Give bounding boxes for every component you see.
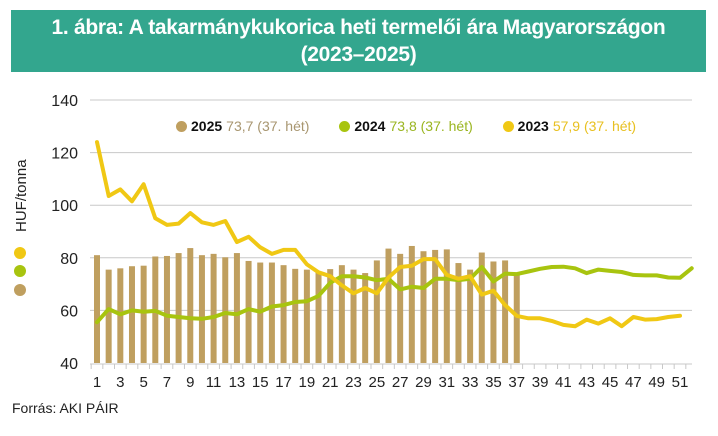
bar-2025: [233, 253, 240, 363]
legend-item-2025: 2025 73,7 (37. hét): [176, 118, 309, 134]
legend-year: 2024: [354, 118, 386, 134]
bar-2025: [163, 255, 170, 363]
x-tick-label: 23: [345, 374, 362, 391]
chart-title-line1: 1. ábra: A takarmánykukorica heti termel…: [51, 16, 666, 39]
bar-2025: [350, 269, 357, 363]
chart-legend: 2025 73,7 (37. hét) 2024 73,8 (37. hét) 20…: [176, 118, 662, 134]
bar-2025: [245, 260, 252, 363]
bar-2025: [128, 266, 135, 363]
bar-2025: [140, 265, 147, 363]
bar-2025: [198, 255, 205, 363]
x-tick-label: 21: [322, 374, 339, 391]
y-tick-label: 40: [60, 356, 78, 373]
x-tick-label: 39: [532, 374, 549, 391]
bar-2025: [362, 273, 369, 363]
x-tick-label: 11: [206, 374, 222, 391]
bar-2025: [327, 269, 334, 363]
legend-year: 2023: [517, 118, 549, 134]
x-tick-label: 51: [672, 374, 689, 391]
bar-2025: [513, 274, 520, 363]
y-axis-label: HUF/tonna: [13, 159, 30, 232]
legend-item-2024: 2024 73,8 (37. hét): [339, 118, 473, 134]
bar-2025: [420, 251, 427, 363]
x-tick-label: 5: [139, 374, 147, 391]
x-tick-label: 25: [368, 374, 385, 391]
bar-2025: [268, 262, 275, 363]
bar-2025: [467, 269, 474, 363]
legend-value: 73,7 (37. hét): [226, 118, 310, 134]
x-tick-label: 35: [485, 374, 502, 391]
line-2024: [95, 264, 694, 325]
legend-dot-2024-icon: [339, 121, 351, 132]
legend-value: 57,9 (37. hét): [552, 118, 637, 134]
x-tick-label: 15: [252, 374, 269, 391]
bar-2025: [303, 269, 310, 363]
bar-2025: [502, 260, 509, 363]
bar-2025: [292, 268, 299, 363]
bar-2025: [397, 253, 404, 363]
x-tick-label: 27: [392, 374, 409, 391]
legend-dot-2025-icon: [176, 121, 187, 132]
bar-2025: [443, 249, 450, 363]
bar-2025: [210, 253, 217, 363]
bar-2025: [478, 252, 485, 363]
bar-2025: [187, 248, 194, 363]
x-tick-label: 1: [93, 374, 101, 391]
legend-item-2023: 2023 57,9 (37. hét): [502, 118, 637, 134]
y-tick-label: 80: [60, 251, 78, 268]
x-tick-label: 41: [555, 374, 572, 391]
bar-2025: [105, 269, 112, 363]
bar-2025: [280, 265, 287, 363]
line-2023: [95, 140, 682, 329]
x-tick-label: 29: [415, 374, 432, 391]
legend-dot-2023-icon: [502, 121, 514, 132]
x-tick-label: 9: [186, 374, 194, 391]
x-tick-label: 43: [578, 374, 595, 391]
bar-2025: [490, 261, 497, 363]
x-tick-label: 19: [299, 374, 316, 391]
bar-2025: [385, 248, 392, 363]
bar-2025: [432, 249, 439, 363]
x-tick-label: 31: [438, 374, 455, 391]
y-label-dot-2023-icon: [14, 247, 26, 259]
chart-title-line2: (2023–2025): [300, 43, 417, 66]
x-tick-label: 33: [462, 374, 479, 391]
bar-2025: [338, 265, 345, 363]
bar-2025: [175, 253, 182, 363]
chart-title-band: 1. ábra: A takarmánykukorica heti termel…: [11, 10, 706, 72]
source-note: Forrás: AKI PÁIR: [12, 400, 119, 416]
bar-2025: [315, 272, 322, 363]
y-axis-label-group: HUF/tonna: [13, 159, 30, 232]
x-tick-label: 49: [648, 374, 665, 391]
y-label-dot-2025-icon: [14, 284, 26, 296]
y-label-dot-2024-icon: [14, 265, 26, 277]
x-tick-label: 45: [602, 374, 619, 391]
bar-2025: [222, 257, 229, 363]
y-tick-label: 120: [51, 146, 78, 163]
x-tick-label: 37: [508, 374, 525, 391]
y-tick-label: 100: [51, 198, 78, 215]
bar-2025: [94, 255, 100, 363]
legend-year: 2025: [191, 118, 223, 134]
bar-2025: [455, 263, 462, 363]
x-tick-label: 13: [229, 374, 246, 391]
x-tick-label: 47: [625, 374, 642, 391]
x-tick-label: 7: [163, 374, 171, 391]
y-tick-label: 60: [60, 303, 78, 320]
bar-2025: [373, 260, 380, 363]
bar-2025: [408, 245, 415, 363]
x-tick-label: 3: [116, 374, 124, 391]
y-tick-label: 140: [51, 93, 78, 110]
legend-value: 73,8 (37. hét): [389, 118, 473, 134]
x-tick-label: 17: [275, 374, 292, 391]
